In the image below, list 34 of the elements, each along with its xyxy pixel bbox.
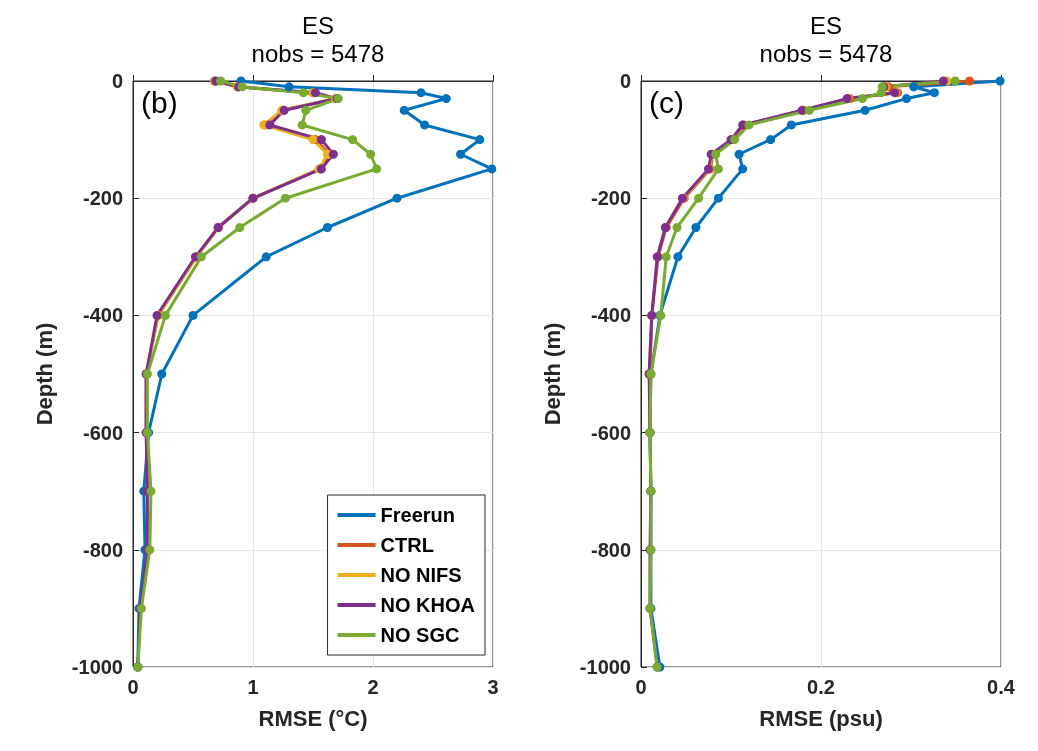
y-tick-label: -200: [590, 187, 631, 210]
y-tick-label: -600: [590, 421, 631, 444]
y-tick-label: -600: [82, 421, 123, 444]
legend-label: NO NIFS: [380, 564, 462, 586]
chart-title: ES: [809, 11, 843, 39]
x-tick-label: 0: [127, 676, 139, 698]
x-tick-label: 0: [635, 676, 647, 698]
y-tick-label: -1000: [71, 656, 123, 678]
x-tick-label: 0.4: [987, 676, 1016, 698]
legend-label: CTRL: [380, 534, 434, 556]
y-tick-label: -400: [590, 304, 631, 327]
y-axis-title: Depth (m): [539, 322, 565, 426]
x-tick-label: 2: [367, 676, 379, 698]
chart-title: ES: [301, 11, 335, 39]
y-tick-label: -1000: [579, 656, 631, 678]
chart-subtitle: nobs = 5478: [251, 39, 385, 67]
y-tick-label: 0: [111, 70, 123, 92]
y-tick-label: -800: [590, 538, 631, 561]
y-tick-label: 0: [619, 70, 631, 92]
x-tick-label: 1: [247, 676, 259, 698]
annotation: (b): [141, 85, 178, 119]
x-tick-label: 0.2: [807, 676, 835, 698]
legend-label: NO SGC: [380, 624, 460, 646]
chart-subtitle: nobs = 5478: [759, 39, 893, 67]
x-axis-title: RMSE (psu): [759, 705, 883, 731]
legend-label: NO KHOA: [380, 594, 476, 616]
legend-label: Freerun: [380, 504, 456, 526]
x-axis-title: RMSE (°C): [258, 705, 368, 731]
y-tick-label: -800: [82, 538, 123, 561]
y-axis-title: Depth (m): [31, 322, 57, 426]
x-tick-label: 3: [487, 676, 499, 698]
y-tick-label: -200: [82, 187, 123, 210]
annotation: (c): [649, 85, 684, 119]
y-tick-label: -400: [82, 304, 123, 327]
